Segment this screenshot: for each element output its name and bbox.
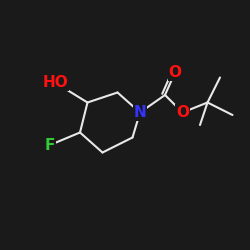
Text: HO: HO — [42, 75, 68, 90]
Text: F: F — [45, 138, 55, 152]
Text: O: O — [168, 65, 181, 80]
Text: O: O — [176, 105, 189, 120]
Text: N: N — [134, 105, 146, 120]
